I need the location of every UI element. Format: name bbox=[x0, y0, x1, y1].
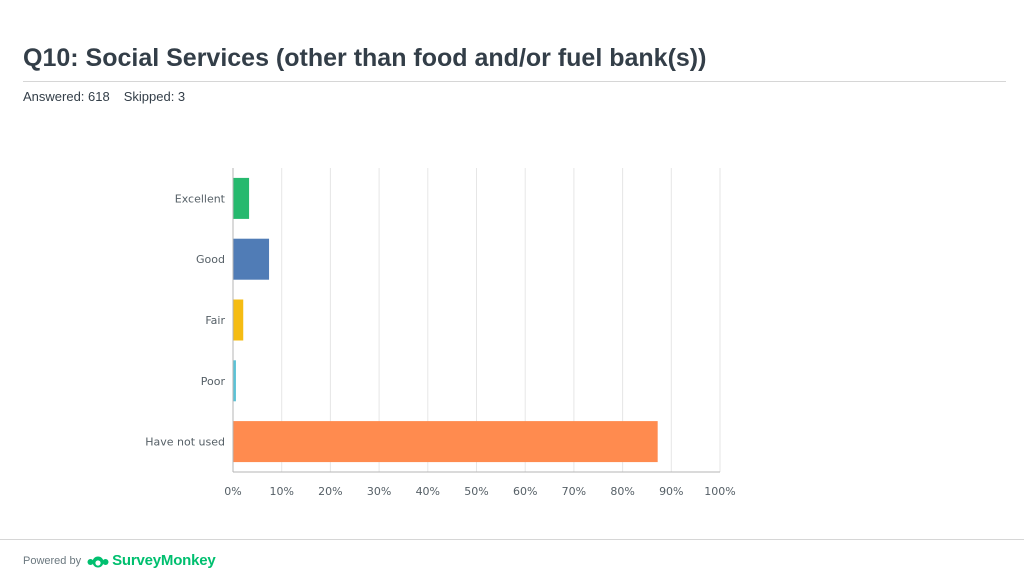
surveymonkey-logo[interactable]: SurveyMonkey bbox=[87, 552, 216, 569]
x-tick-label: 60% bbox=[513, 485, 537, 498]
bar bbox=[233, 360, 236, 402]
answered-count: Answered: 618 bbox=[23, 89, 110, 104]
category-label: Fair bbox=[205, 314, 225, 327]
category-label: Good bbox=[196, 253, 225, 266]
x-tick-label: 20% bbox=[318, 485, 342, 498]
category-label: Have not used bbox=[145, 436, 225, 449]
category-label: Poor bbox=[201, 375, 226, 388]
footer-divider bbox=[0, 539, 1024, 540]
bar bbox=[233, 177, 250, 219]
bar bbox=[233, 299, 244, 341]
x-tick-label: 40% bbox=[416, 485, 440, 498]
page-title: Q10: Social Services (other than food an… bbox=[23, 44, 707, 72]
response-summary: Answered: 618 Skipped: 3 bbox=[23, 89, 185, 104]
surveymonkey-logo-icon bbox=[87, 556, 109, 567]
x-tick-label: 30% bbox=[367, 485, 391, 498]
x-tick-label: 70% bbox=[562, 485, 586, 498]
title-divider bbox=[23, 81, 1006, 82]
bar bbox=[233, 238, 270, 280]
x-tick-label: 100% bbox=[704, 485, 735, 498]
surveymonkey-wordmark: SurveyMonkey bbox=[112, 552, 216, 569]
x-tick-label: 90% bbox=[659, 485, 683, 498]
x-tick-label: 10% bbox=[269, 485, 293, 498]
powered-by-label: Powered by bbox=[23, 554, 82, 567]
skipped-count: Skipped: 3 bbox=[123, 89, 186, 104]
x-tick-label: 0% bbox=[224, 485, 241, 498]
powered-by-footer: Powered by SurveyMonkey bbox=[23, 552, 216, 569]
x-tick-label: 50% bbox=[464, 485, 488, 498]
bar bbox=[233, 421, 658, 463]
x-tick-label: 80% bbox=[610, 485, 634, 498]
category-label: Excellent bbox=[175, 192, 226, 205]
